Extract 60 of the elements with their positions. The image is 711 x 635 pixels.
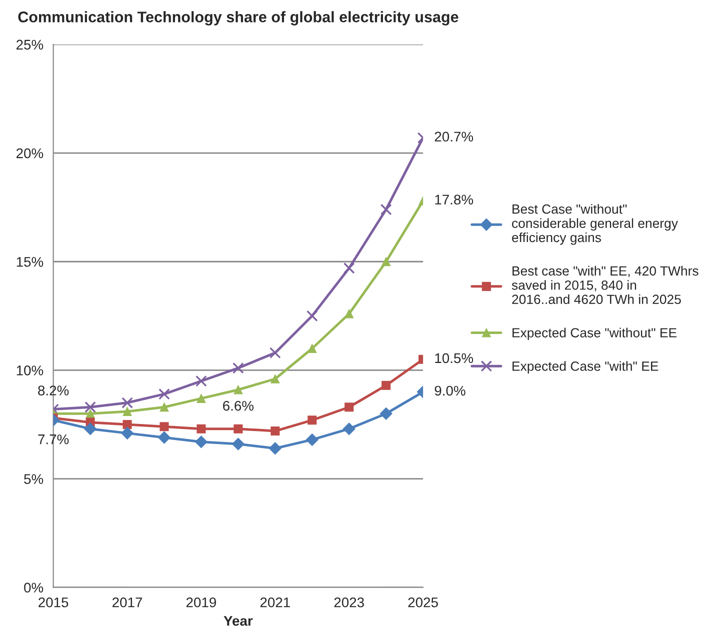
- annotation: 10.5%: [435, 353, 474, 364]
- point: [86, 409, 95, 418]
- point: [122, 420, 132, 430]
- annotation: 20.7%: [434, 132, 474, 142]
- point: [232, 438, 244, 450]
- point: [306, 310, 318, 322]
- y-tick-label: 5%: [24, 474, 44, 484]
- y-tick-label: 10%: [16, 366, 44, 376]
- point: [270, 374, 280, 384]
- annotation: 9.0%: [434, 386, 466, 396]
- x-tick-label: 2021: [260, 597, 290, 608]
- point: [268, 442, 282, 455]
- legend-label: Expected Case "without" EE: [512, 328, 676, 340]
- x-tick-label: 2023: [334, 597, 364, 608]
- point: [306, 433, 318, 446]
- point: [122, 406, 132, 416]
- x-tick-label: 2017: [112, 597, 142, 608]
- y-tick-label: 0%: [24, 582, 44, 593]
- point: [344, 309, 354, 318]
- y-tick-label: 20%: [16, 148, 44, 158]
- point: [308, 416, 317, 425]
- point: [84, 401, 96, 413]
- x-tick-label: 2015: [38, 597, 68, 608]
- y-tick-label: 15%: [16, 257, 44, 267]
- annotation: 8.2%: [38, 386, 69, 396]
- point: [194, 436, 208, 448]
- point: [308, 344, 317, 354]
- point: [160, 402, 169, 412]
- y-tick-label: 25%: [16, 40, 44, 50]
- annotation: 6.6%: [223, 400, 254, 411]
- point: [382, 257, 391, 266]
- point: [232, 362, 244, 374]
- point: [269, 347, 281, 359]
- point: [270, 426, 280, 436]
- x-axis-title: Year: [224, 616, 253, 626]
- point: [234, 385, 243, 394]
- point: [234, 424, 243, 434]
- annotation: 7.7%: [38, 434, 69, 444]
- legend-label: Best case "with" EE, 420 TWhrs saved in 2015, 840 in 2016..and 4620 TWh in 2025: [512, 266, 698, 304]
- chart-title: Communication Technology share of global electricity usage: [18, 11, 458, 26]
- point: [342, 422, 356, 436]
- point: [121, 426, 134, 440]
- point: [158, 388, 170, 400]
- point: [196, 394, 206, 403]
- point: [343, 262, 355, 274]
- point: [122, 397, 133, 408]
- x-tick-label: 2025: [408, 597, 438, 608]
- point: [84, 422, 97, 436]
- x-tick-label: 2019: [186, 597, 216, 608]
- legend-label: Expected Case "with" EE: [512, 361, 658, 374]
- point: [380, 204, 392, 216]
- point: [344, 402, 354, 412]
- annotation: 17.8%: [435, 194, 474, 205]
- point: [196, 375, 207, 387]
- legend-label: Best Case "without" considerable general energy efficiency gains: [512, 204, 678, 245]
- point: [158, 431, 170, 444]
- point: [196, 424, 206, 434]
- point: [380, 407, 392, 420]
- point: [382, 380, 391, 390]
- point: [160, 422, 169, 432]
